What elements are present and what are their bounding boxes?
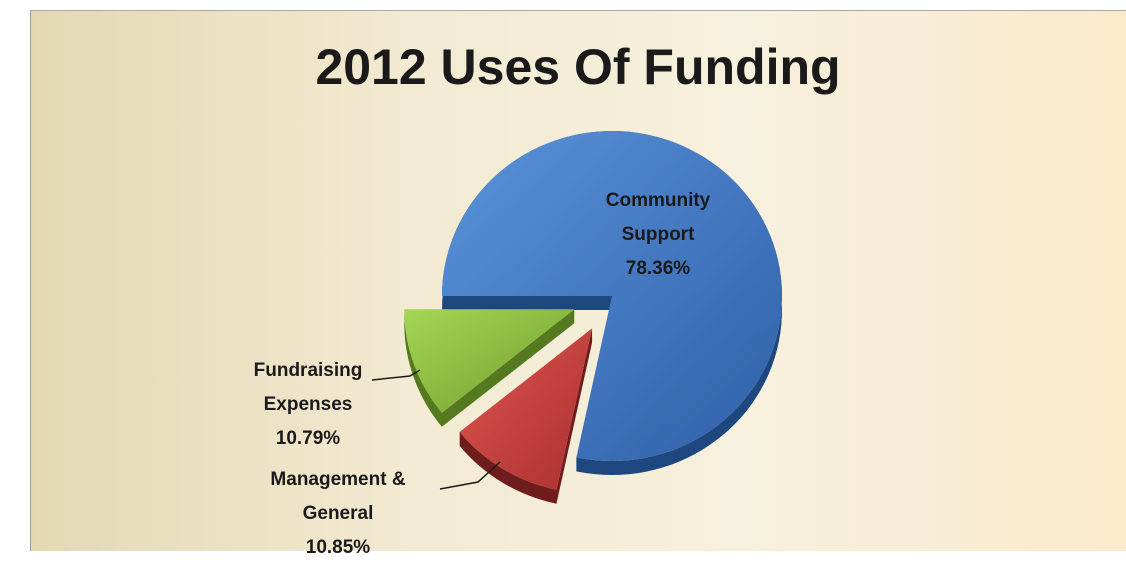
top-rule [30,10,1126,11]
label-fundraising-value: 10.79% [276,428,341,449]
label-community-value: 78.36% [626,258,691,279]
slice-fundraising-expenses-top [404,309,575,413]
chart-title: 2012 Uses Of Funding [315,39,841,95]
label-community-support: Community Support 78.36% [606,190,711,279]
label-management-line2: General [303,503,374,524]
label-community-line1: Community [606,190,711,211]
label-community-line2: Support [622,224,695,245]
slice-community-support [442,131,782,475]
label-management-general: Management & General 10.85% [270,469,405,558]
label-fundraising-expenses: Fundraising Expenses 10.79% [254,360,363,449]
label-management-line1: Management & [270,469,405,490]
slice-management-general-top [459,328,593,490]
slice-fundraising-expenses [404,309,575,427]
slice-management-general [459,328,593,504]
leader-line-fundraising [371,369,421,381]
label-fundraising-line2: Expenses [264,394,353,415]
slice-community-support-top [442,131,782,462]
leader-line-management [439,461,501,490]
label-management-value: 10.85% [306,537,371,558]
label-fundraising-line1: Fundraising [254,360,363,381]
